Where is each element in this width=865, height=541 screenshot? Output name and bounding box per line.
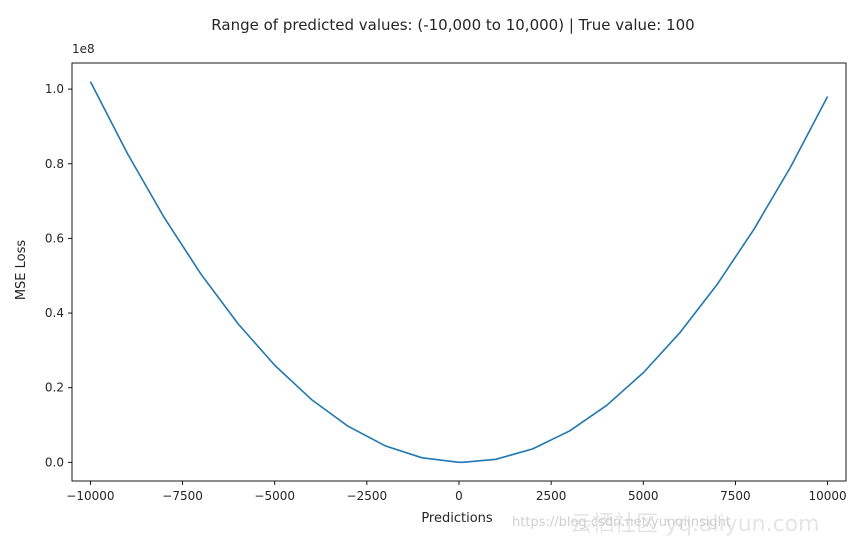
y-tick-label: 0.0 xyxy=(45,455,64,469)
x-tick-label: −7500 xyxy=(162,489,203,503)
y-tick-label: 0.4 xyxy=(45,306,64,320)
plot-area xyxy=(71,62,847,482)
chart-title: Range of predicted values: (-10,000 to 1… xyxy=(211,16,694,34)
x-tick-label: −2500 xyxy=(347,489,388,503)
y-tick-label: 0.8 xyxy=(45,157,64,171)
x-tick-label: −5000 xyxy=(254,489,295,503)
y-axis-label: MSE Loss xyxy=(14,240,29,301)
x-tick-label: 5000 xyxy=(628,489,659,503)
y-tick-label: 0.6 xyxy=(45,231,64,245)
x-tick-label: 7500 xyxy=(720,489,751,503)
mse-loss-line xyxy=(89,81,829,464)
y-tick-label: 0.2 xyxy=(45,381,64,395)
x-axis-label: Predictions xyxy=(421,511,493,526)
y-offset-label: 1e8 xyxy=(72,42,95,56)
x-tick-label: 10000 xyxy=(808,489,846,503)
watermark-url: https://blog.csdn.net/yunqiinsight xyxy=(512,515,731,530)
y-tick-label: 1.0 xyxy=(45,82,64,96)
plot-frame xyxy=(71,62,847,482)
watermark-overlay: 云栖社区 yq.aliyun.com xyxy=(570,512,820,537)
x-tick-label: −10000 xyxy=(66,489,114,503)
x-tick-label: 0 xyxy=(455,489,463,503)
y-axis-ticks: 0.0 0.2 0.4 0.6 0.8 1.0 xyxy=(45,82,72,469)
x-axis-ticks: −10000 −7500 −5000 −2500 0 2500 5000 7500 10000 xyxy=(66,481,847,503)
x-tick-label: 2500 xyxy=(536,489,567,503)
